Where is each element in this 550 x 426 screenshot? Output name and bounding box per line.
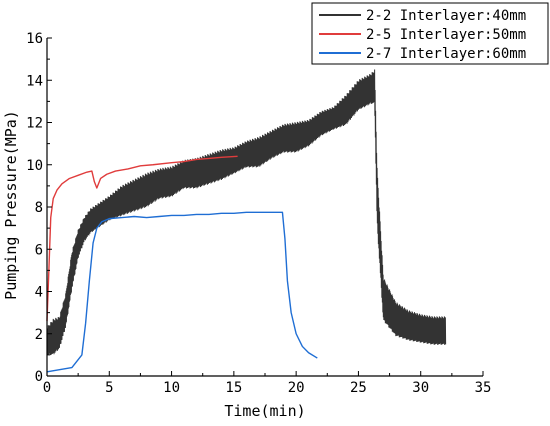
x-tick-label: 5: [105, 380, 113, 396]
plot-area: [46, 69, 447, 373]
x-tick-label: 30: [412, 380, 429, 396]
legend-label-2-5: 2-5 Interlayer:50mm: [366, 27, 526, 43]
x-tick-label: 15: [225, 380, 242, 396]
x-axis: 0 5 10 15 20 25 30 35: [43, 371, 492, 396]
legend: 2-2 Interlayer:40mm 2-5 Interlayer:50mm …: [311, 2, 549, 65]
series-line-2-7: [46, 211, 318, 373]
x-tick-label: 35: [475, 380, 492, 396]
y-tick-label: 16: [26, 31, 43, 47]
x-tick-label: 0: [43, 380, 51, 396]
y-tick-label: 10: [26, 158, 43, 174]
legend-label-2-2: 2-2 Interlayer:40mm: [366, 8, 526, 24]
x-tick-label: 10: [163, 380, 180, 396]
x-axis-title: Time(min): [224, 402, 305, 420]
y-tick-label: 14: [26, 73, 43, 89]
series-line-2-5: [46, 155, 238, 322]
y-tick-label: 2: [35, 327, 43, 343]
legend-label-2-7: 2-7 Interlayer:60mm: [366, 46, 526, 62]
y-tick-label: 0: [35, 369, 43, 385]
x-tick-label: 25: [350, 380, 367, 396]
series-line-2-2: [46, 69, 447, 356]
y-axis-title: Pumping Pressure(MPa): [2, 110, 20, 300]
x-tick-label: 20: [288, 380, 305, 396]
y-axis: 0 2 4 6 8 10 12 14 16: [26, 31, 52, 385]
y-tick-label: 12: [26, 116, 43, 132]
y-tick-label: 6: [35, 242, 43, 258]
y-tick-label: 8: [35, 200, 43, 216]
y-tick-label: 4: [35, 285, 43, 301]
